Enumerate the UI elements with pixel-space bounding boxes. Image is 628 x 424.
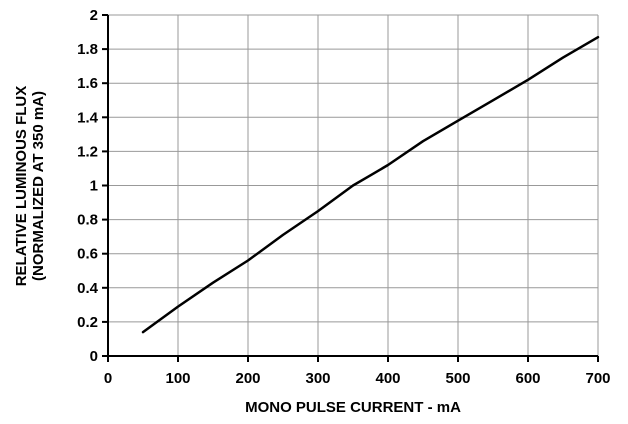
- x-tick-label: 500: [445, 370, 470, 387]
- x-tick-label: 700: [585, 370, 610, 387]
- x-tick-label: 0: [104, 370, 112, 387]
- tick-labels: 0 100 200 300 400 500 600 700 0 0.2 0.4 0.6 0.8 1 1.2 1…: [77, 7, 610, 387]
- y-tick-label: 0.4: [77, 280, 99, 297]
- series-line: [141, 35, 600, 334]
- axes: [102, 14, 599, 362]
- y-tick-label: 1.4: [77, 109, 99, 126]
- y-tick-label: 0: [90, 348, 98, 365]
- grid: [108, 14, 599, 356]
- series-layer: [141, 35, 600, 334]
- y-tick-label: 2: [90, 7, 98, 24]
- x-tick-label: 200: [235, 370, 260, 387]
- y-tick-label: 0.8: [77, 212, 98, 229]
- y-tick-label: 1.2: [77, 143, 98, 160]
- y-tick-label: 0.6: [77, 246, 98, 263]
- y-axis-label-line-2: (NORMALIZED AT 350 mA): [30, 91, 47, 281]
- y-tick-label: 1.8: [77, 41, 98, 58]
- y-tick-label: 0.2: [77, 314, 98, 331]
- x-tick-label: 300: [305, 370, 330, 387]
- x-tick-label: 600: [515, 370, 540, 387]
- x-axis-label: MONO PULSE CURRENT - mA: [245, 399, 461, 416]
- y-axis-label-line-1: RELATIVE LUMINOUS FLUX: [13, 86, 30, 287]
- x-tick-label: 400: [375, 370, 400, 387]
- y-tick-label: 1.6: [77, 75, 98, 92]
- y-tick-label: 1: [90, 178, 98, 195]
- x-tick-label: 100: [165, 370, 190, 387]
